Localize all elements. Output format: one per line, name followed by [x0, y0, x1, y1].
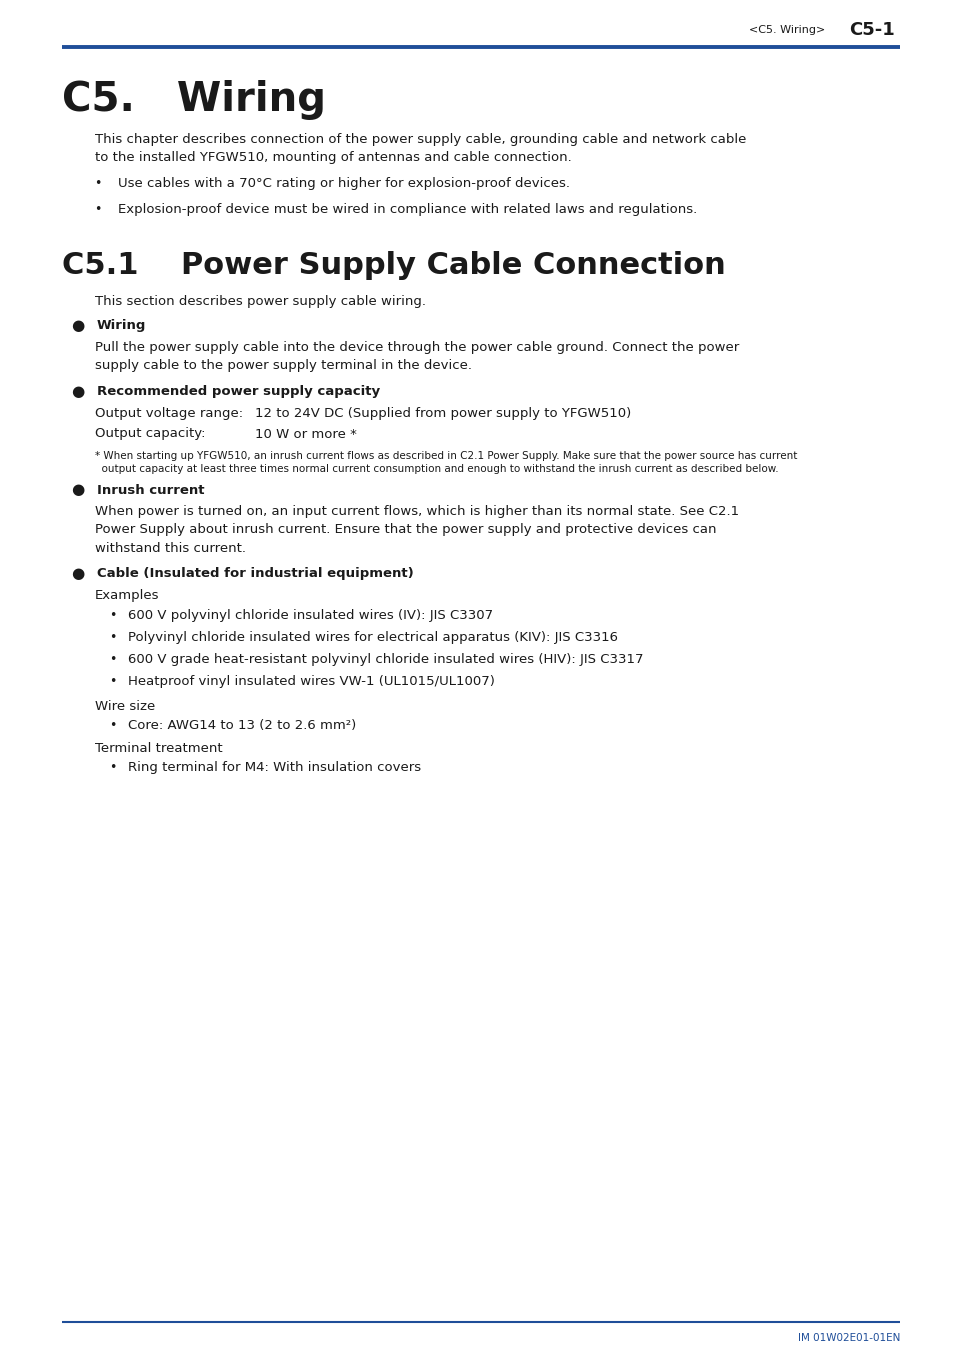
- Text: <C5. Wiring>: <C5. Wiring>: [748, 26, 824, 35]
- Text: •: •: [110, 609, 116, 622]
- Text: Terminal treatment: Terminal treatment: [95, 741, 222, 755]
- Text: •: •: [94, 177, 102, 190]
- Text: When power is turned on, an input current flows, which is higher than its normal: When power is turned on, an input curren…: [95, 505, 739, 518]
- Text: ●: ●: [71, 385, 85, 400]
- Text: C5.   Wiring: C5. Wiring: [62, 80, 326, 120]
- Text: •: •: [110, 761, 116, 775]
- Text: Examples: Examples: [95, 590, 159, 602]
- Text: Inrush current: Inrush current: [97, 483, 204, 497]
- Text: Ring terminal for M4: With insulation covers: Ring terminal for M4: With insulation co…: [128, 761, 420, 775]
- Text: 600 V polyvinyl chloride insulated wires (IV): JIS C3307: 600 V polyvinyl chloride insulated wires…: [128, 609, 493, 622]
- Text: IM 01W02E01-01EN: IM 01W02E01-01EN: [797, 1332, 899, 1343]
- Text: output capacity at least three times normal current consumption and enough to wi: output capacity at least three times nor…: [95, 464, 778, 474]
- Text: 600 V grade heat-resistant polyvinyl chloride insulated wires (HIV): JIS C3317: 600 V grade heat-resistant polyvinyl chl…: [128, 653, 643, 667]
- Text: Pull the power supply cable into the device through the power cable ground. Conn: Pull the power supply cable into the dev…: [95, 342, 739, 355]
- Text: Power Supply about inrush current. Ensure that the power supply and protective d: Power Supply about inrush current. Ensur…: [95, 524, 716, 536]
- Text: * When starting up YFGW510, an inrush current flows as described in C2.1 Power S: * When starting up YFGW510, an inrush cu…: [95, 451, 797, 460]
- Text: Explosion-proof device must be wired in compliance with related laws and regulat: Explosion-proof device must be wired in …: [118, 204, 697, 216]
- Text: withstand this current.: withstand this current.: [95, 541, 246, 555]
- Text: 12 to 24V DC (Supplied from power supply to YFGW510): 12 to 24V DC (Supplied from power supply…: [254, 408, 631, 420]
- Text: Output capacity:: Output capacity:: [95, 428, 205, 440]
- Text: Output voltage range:: Output voltage range:: [95, 408, 243, 420]
- Text: Core: AWG14 to 13 (2 to 2.6 mm²): Core: AWG14 to 13 (2 to 2.6 mm²): [128, 720, 355, 733]
- Text: This section describes power supply cable wiring.: This section describes power supply cabl…: [95, 296, 426, 309]
- Text: Heatproof vinyl insulated wires VW-1 (UL1015/UL1007): Heatproof vinyl insulated wires VW-1 (UL…: [128, 675, 495, 688]
- Text: Recommended power supply capacity: Recommended power supply capacity: [97, 386, 379, 398]
- Text: •: •: [110, 653, 116, 667]
- Text: ●: ●: [71, 482, 85, 498]
- Text: supply cable to the power supply terminal in the device.: supply cable to the power supply termina…: [95, 359, 472, 373]
- Text: C5-1: C5-1: [848, 22, 894, 39]
- Text: •: •: [110, 675, 116, 688]
- Text: Use cables with a 70°C rating or higher for explosion-proof devices.: Use cables with a 70°C rating or higher …: [118, 177, 569, 190]
- Text: Cable (Insulated for industrial equipment): Cable (Insulated for industrial equipmen…: [97, 567, 414, 580]
- Text: C5.1    Power Supply Cable Connection: C5.1 Power Supply Cable Connection: [62, 251, 725, 281]
- Text: Polyvinyl chloride insulated wires for electrical apparatus (KIV): JIS C3316: Polyvinyl chloride insulated wires for e…: [128, 632, 618, 644]
- Text: Wiring: Wiring: [97, 320, 146, 332]
- Text: 10 W or more *: 10 W or more *: [254, 428, 356, 440]
- Text: •: •: [110, 720, 116, 733]
- Text: ●: ●: [71, 567, 85, 582]
- Text: •: •: [94, 204, 102, 216]
- Text: ●: ●: [71, 319, 85, 333]
- Text: Wire size: Wire size: [95, 699, 155, 713]
- Text: •: •: [110, 632, 116, 644]
- Text: to the installed YFGW510, mounting of antennas and cable connection.: to the installed YFGW510, mounting of an…: [95, 151, 571, 165]
- Text: This chapter describes connection of the power supply cable, grounding cable and: This chapter describes connection of the…: [95, 134, 745, 147]
